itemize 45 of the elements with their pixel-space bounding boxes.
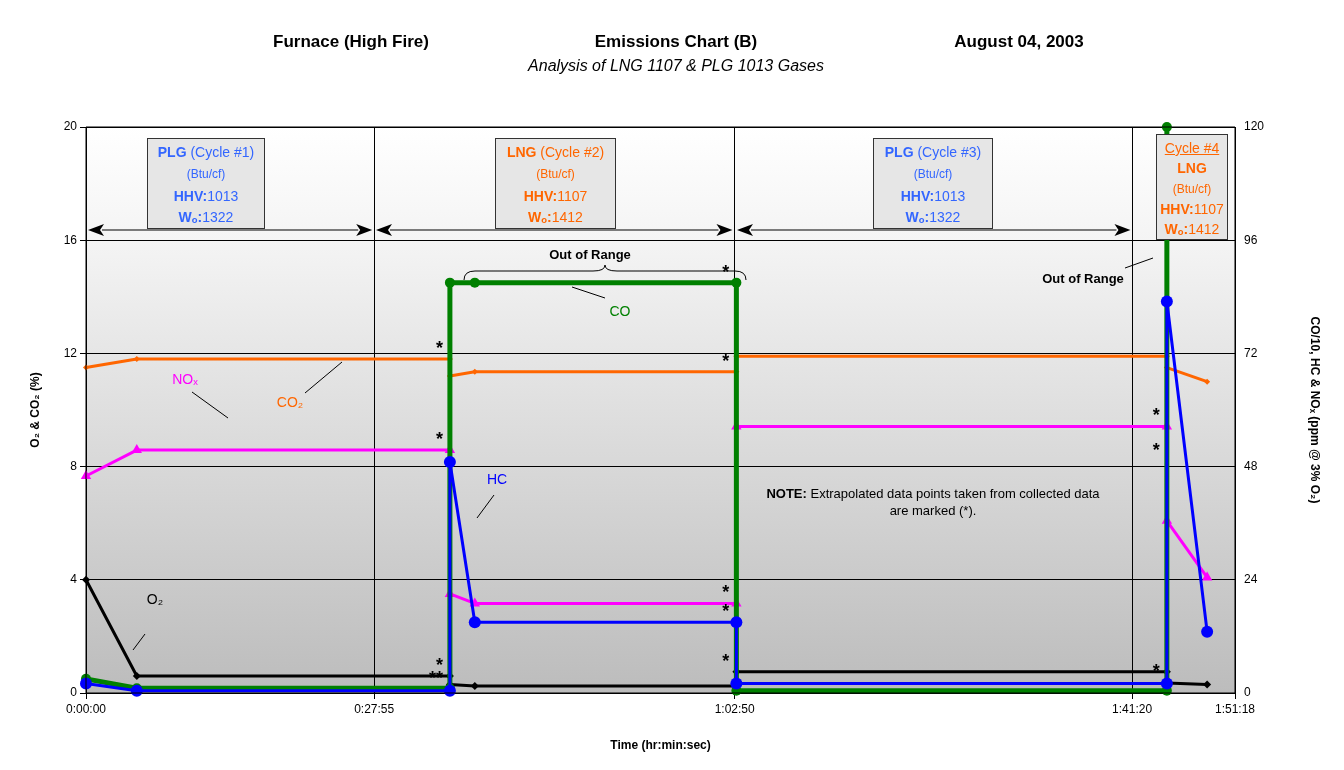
y2-tick-label: 48 [1244,458,1258,473]
y-tick-label: 8 [70,458,78,473]
annotation: NOTE: Extrapolated data points taken from collected data are marked (*). [765,485,1101,519]
text: Furnace (High Fire) [273,32,429,52]
text: O₂ [146,590,164,607]
annotation: * [1152,439,1160,460]
y-tick-label: 12 [63,345,78,360]
annotation: * [1152,405,1160,426]
annotation: PLG (Cycle #3) (Btu/cf) HHV:1013 Wₒ:1322 [883,143,983,227]
annotation: * [722,582,730,603]
annotation: * [722,650,730,671]
annotation: * [722,601,730,622]
annotation: * [722,261,730,282]
annotation: PLG (Cycle #1) (Btu/cf) HHV:1013 Wₒ:1322 [156,143,256,227]
text: HC [486,470,508,487]
series-label: CO [609,302,631,319]
annotation: Out of Range [1042,270,1124,286]
y2-axis-title: CO/10, HC & NOₓ (ppm @ 3% O₂) [1308,316,1323,504]
y2-tick-label: 24 [1244,572,1258,587]
y2-tick-label: 72 [1244,345,1258,360]
x-axis-title: Time (hr:min:sec) [610,738,711,753]
x-tick-label: 1:02:50 [714,701,755,716]
y2-tick-label: 96 [1244,232,1258,247]
x-tick-label: 0:27:55 [354,701,395,716]
chart-subtitle: Analysis of LNG 1107 & PLG 1013 Gases [528,57,824,75]
chart-title: Emissions Chart (B) [594,32,758,52]
x-tick-label: 1:41:20 [1112,701,1153,716]
annotation: Cycle #4 LNG (Btu/cf) HHV:1107 Wₒ:1412 [1159,140,1225,239]
annotation: * [722,350,730,371]
y2-tick-label: 120 [1244,119,1265,134]
text: CO₂ [276,393,304,410]
annotation: * [435,338,443,359]
annotation: * [435,429,443,450]
y-tick-label: 4 [70,572,78,587]
y2-tick-label: 0 [1244,685,1251,700]
x-tick-label: 0:00:00 [65,701,107,716]
y-tick-label: 0 [70,685,78,700]
text: NOₓ [172,370,199,387]
text: August 04, 2003 [954,32,1084,52]
y-tick-label: 20 [63,119,78,134]
x-tick-label: 1:51:18 [1214,701,1256,716]
y-tick-label: 16 [63,232,78,247]
annotation: Out of Range [549,246,631,262]
annotation: LNG (Cycle #2) (Btu/cf) HHV:1107 Wₒ:1412 [505,143,606,227]
y-axis-title: O₂ & CO₂ (%) [27,372,42,448]
